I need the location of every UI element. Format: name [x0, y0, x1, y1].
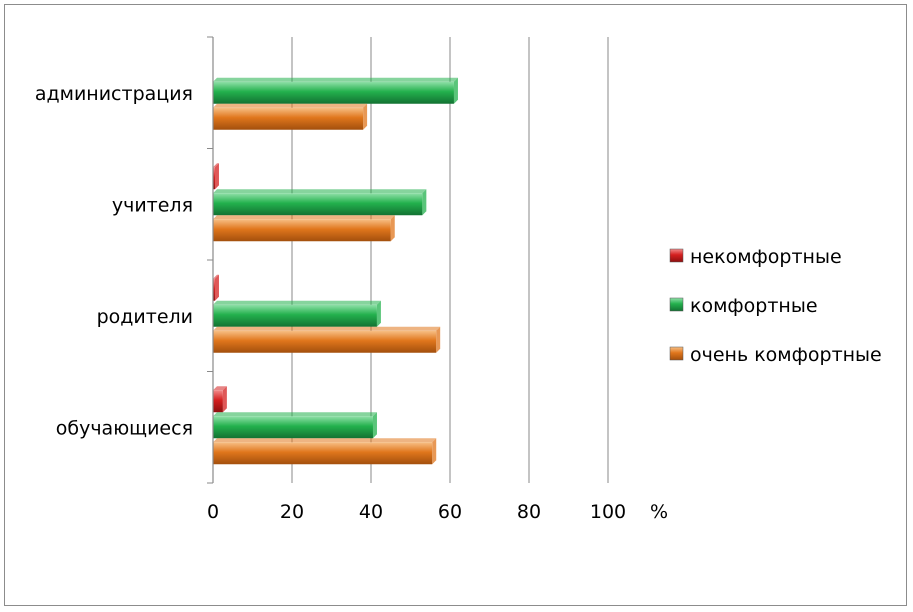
- bar-comfortable: [213, 193, 423, 216]
- bar-very-comfortable: [213, 107, 364, 130]
- bar-comfortable-top: [213, 412, 377, 417]
- bar-very-comfortable: [213, 442, 433, 465]
- category-label: родители: [97, 306, 193, 328]
- category-label: обучающиеся: [56, 417, 193, 439]
- bar-uncomfortable-top: [213, 163, 219, 168]
- bar-very-comfortable-top: [213, 326, 441, 331]
- x-tick-label: 40: [359, 501, 383, 523]
- bar-very-comfortable-side: [432, 438, 437, 465]
- x-tick-label: 60: [438, 501, 462, 523]
- legend-label: комфортные: [690, 295, 818, 317]
- chart-frame: 0 20 40 60 80 100% администрация учителя родител…: [4, 4, 907, 606]
- x-tick-label: 80: [517, 501, 541, 523]
- category-label: администрация: [35, 83, 193, 105]
- bar-uncomfortable-side: [214, 163, 219, 190]
- bars: [213, 77, 458, 465]
- bar-comfortable-side: [422, 189, 427, 216]
- bar-uncomfortable: [213, 167, 215, 190]
- legend: некомфортные комфортные очень комфортные: [669, 246, 882, 366]
- bar-comfortable-side: [453, 77, 458, 104]
- bar-comfortable-top: [213, 300, 381, 305]
- x-tick-label: 0: [207, 501, 219, 523]
- x-tick-label: 100: [590, 501, 626, 523]
- bar-uncomfortable-side: [222, 386, 227, 413]
- bar-comfortable-side: [372, 412, 377, 439]
- bar-uncomfortable: [213, 390, 223, 413]
- bar-comfortable-side: [376, 300, 381, 327]
- bar-very-comfortable-side: [390, 215, 395, 242]
- bar-chart: 0 20 40 60 80 100 % администрация учителя родител…: [35, 36, 882, 523]
- bar-comfortable: [213, 81, 454, 104]
- bar-uncomfortable-top: [213, 386, 227, 391]
- x-tick-label: 20: [280, 501, 304, 523]
- legend-swatch: [669, 346, 684, 361]
- legend-swatch: [669, 297, 684, 312]
- bar-very-comfortable-top: [213, 215, 395, 220]
- legend-label: некомфортные: [690, 246, 842, 268]
- bar-uncomfortable-top: [213, 274, 219, 279]
- category-label: учителя: [112, 194, 193, 216]
- bar-uncomfortable: [213, 278, 215, 301]
- bar-very-comfortable-top: [213, 438, 437, 443]
- bar-comfortable: [213, 304, 377, 327]
- bar-comfortable-top: [213, 189, 427, 194]
- bar-very-comfortable-top: [213, 103, 368, 108]
- axes: 0 20 40 60 80 100 % администрация учителя родител…: [35, 36, 668, 523]
- bar-very-comfortable: [213, 219, 391, 242]
- legend-label: очень комфортные: [690, 344, 882, 366]
- legend-swatch: [669, 248, 684, 263]
- bar-comfortable: [213, 416, 373, 439]
- grid-lines: [291, 37, 609, 483]
- bar-very-comfortable-side: [363, 103, 368, 130]
- bar-very-comfortable-side: [436, 326, 441, 353]
- bar-uncomfortable-side: [214, 274, 219, 301]
- bar-comfortable-top: [213, 77, 458, 82]
- bar-very-comfortable: [213, 330, 437, 353]
- unit-label: %: [650, 501, 668, 523]
